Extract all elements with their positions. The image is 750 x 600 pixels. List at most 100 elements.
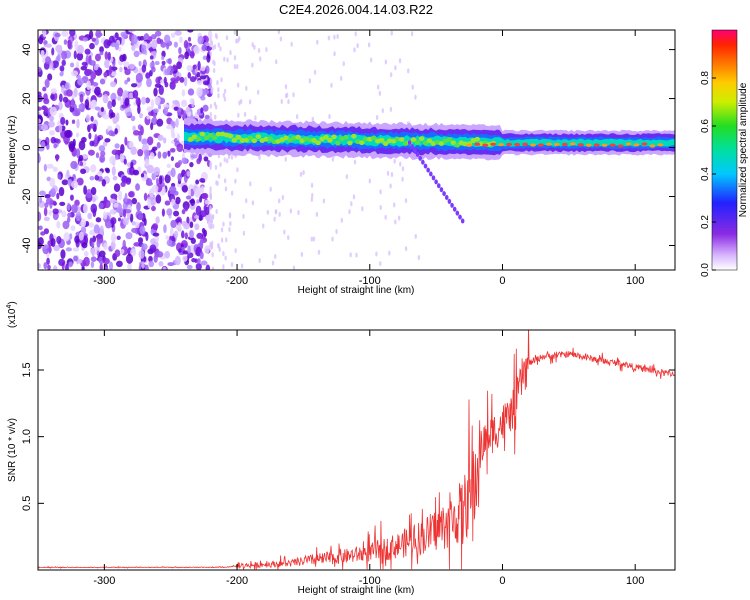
signal-tail [455, 210, 460, 216]
heatmap-cell [353, 159, 357, 165]
heatmap-cell [184, 205, 189, 212]
heatmap-cell [253, 44, 256, 50]
heatmap-cell [170, 219, 177, 229]
heatmap-cell [167, 58, 172, 65]
heatmap-cell [53, 265, 58, 270]
heatmap-cell [119, 152, 125, 162]
heatmap-cell [284, 156, 287, 162]
heatmap-cell [88, 60, 96, 66]
signal-tail [450, 202, 454, 208]
signal-peak [283, 135, 289, 141]
signal-tail [415, 151, 420, 157]
y-tick-label: 0.5 [21, 496, 33, 511]
heatmap-cell [158, 261, 164, 267]
heatmap-cell [182, 255, 188, 262]
heatmap-cell [284, 93, 288, 99]
heatmap-cell [197, 35, 204, 45]
heatmap-cell [222, 264, 225, 270]
heatmap-cell [379, 261, 382, 267]
signal-tail [413, 147, 417, 153]
heatmap-cell [73, 255, 78, 262]
x-tick-label: 100 [626, 275, 644, 287]
heatmap-cell [150, 200, 155, 206]
heatmap-cell [163, 34, 171, 43]
heatmap-cell [174, 30, 182, 36]
heatmap-cell [90, 256, 97, 262]
heatmap-cell [190, 198, 196, 207]
heatmap-cell [45, 43, 53, 48]
heatmap-cell [287, 235, 290, 241]
heatmap-cell [393, 158, 396, 164]
heatmap-cell [139, 113, 144, 119]
heatmap-cell [149, 55, 154, 60]
heatmap-cell [210, 240, 214, 246]
heatmap-cell [202, 55, 207, 61]
heatmap-cell [281, 195, 285, 201]
heatmap-cell [310, 197, 314, 203]
heatmap-cell [186, 171, 191, 177]
heatmap-cell [134, 221, 140, 229]
heatmap-cell [102, 141, 108, 147]
heatmap-cell [138, 249, 145, 259]
heatmap-cell [72, 247, 80, 252]
heatmap-cell [104, 59, 110, 69]
heatmap-cell [119, 66, 123, 73]
signal-peak [454, 142, 461, 148]
heatmap-cell [176, 181, 183, 188]
heatmap-cell [81, 266, 85, 270]
heatmap-cell [94, 106, 101, 111]
heatmap-cell [254, 115, 257, 121]
heatmap-cell [164, 174, 171, 184]
heatmap-cell [38, 225, 43, 231]
heatmap-cell [92, 235, 97, 243]
heatmap-cell [96, 170, 103, 177]
signal-tail [423, 163, 428, 169]
chart-title: C2E4.2026.004.14.03.R22 [279, 2, 433, 17]
heatmap-cell [220, 237, 224, 243]
heatmap-cell [245, 198, 248, 204]
colorbar-label: Normalized spectral amplitude [738, 82, 749, 217]
heatmap-cell [91, 99, 97, 108]
signal-peak [601, 143, 608, 147]
heatmap-cell [96, 239, 101, 248]
signal-peak [370, 135, 377, 141]
heatmap-cell [61, 210, 67, 218]
heatmap-cell [150, 66, 156, 73]
heatmap-cell [189, 221, 194, 229]
heatmap-cell [43, 163, 48, 172]
heatmap-cell [88, 132, 92, 140]
heatmap-cell [120, 181, 126, 187]
heatmap-cell [86, 80, 91, 91]
signal-peak [498, 142, 505, 147]
heatmap-cell [131, 34, 138, 45]
heatmap-cell [147, 136, 154, 146]
heatmap-cell [312, 236, 316, 242]
heatmap-cell [141, 44, 147, 55]
heatmap-cell [40, 124, 49, 131]
heatmap-cell [404, 198, 408, 204]
signal-tail [418, 155, 423, 161]
signal-peak [235, 134, 242, 140]
heatmap-cell [310, 236, 314, 242]
heatmap-cell [218, 246, 221, 252]
spectrogram-y-ticks: -40 -20 0 20 40 [21, 43, 675, 253]
heatmap-cell [266, 209, 270, 215]
heatmap-cell [153, 254, 158, 263]
y-tick-label: 1.5 [21, 362, 33, 377]
spectrogram-x-label: Height of straight line (km) [298, 285, 415, 296]
heatmap-cell [150, 34, 157, 40]
heatmap-cell [125, 232, 133, 240]
heatmap-cell [78, 103, 83, 110]
snr-y-label: SNR (10 * v/v) [7, 418, 18, 482]
heatmap-cell [223, 96, 227, 102]
heatmap-cell [162, 151, 168, 159]
heatmap-cell [110, 240, 116, 251]
heatmap-cell [108, 130, 115, 137]
heatmap-cell [233, 64, 237, 70]
heatmap-cell [60, 116, 66, 125]
heatmap-cell [114, 42, 120, 51]
heatmap-cell [103, 39, 111, 49]
heatmap-cell [123, 158, 127, 165]
heatmap-cell [48, 120, 55, 128]
heatmap-cell [137, 149, 144, 157]
